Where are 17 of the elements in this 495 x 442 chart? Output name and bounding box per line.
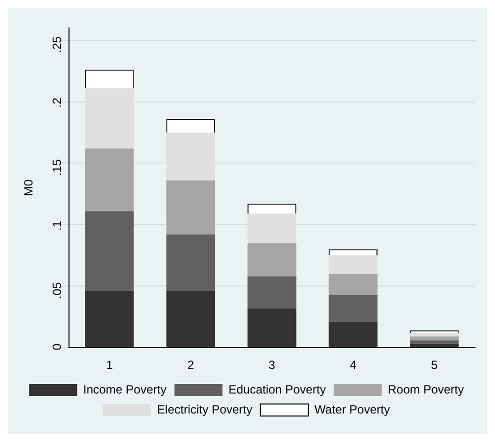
x-tick-label: 4 [350,358,357,372]
legend-label: Water Poverty [314,402,390,416]
x-tick-label: 2 [187,358,194,372]
x-tick-label: 5 [431,358,438,372]
y-tick-label: .1 [50,220,64,231]
y-tick-label: .25 [50,36,64,53]
y-tick-label: .05 [50,282,64,299]
y-axis-title: M0 [22,179,36,196]
y-tick-label: 0 [50,343,64,350]
legend-label: Income Poverty [83,382,166,396]
x-tick-label: 3 [268,358,276,372]
y-tick-label: .15 [50,158,64,176]
y-tick-label: .2 [50,97,64,108]
x-tick-label: 1 [106,358,114,372]
legend-label: Electricity Poverty [157,402,252,416]
legend-label: Room Poverty [388,382,464,396]
legend-label: Education Poverty [228,382,326,396]
